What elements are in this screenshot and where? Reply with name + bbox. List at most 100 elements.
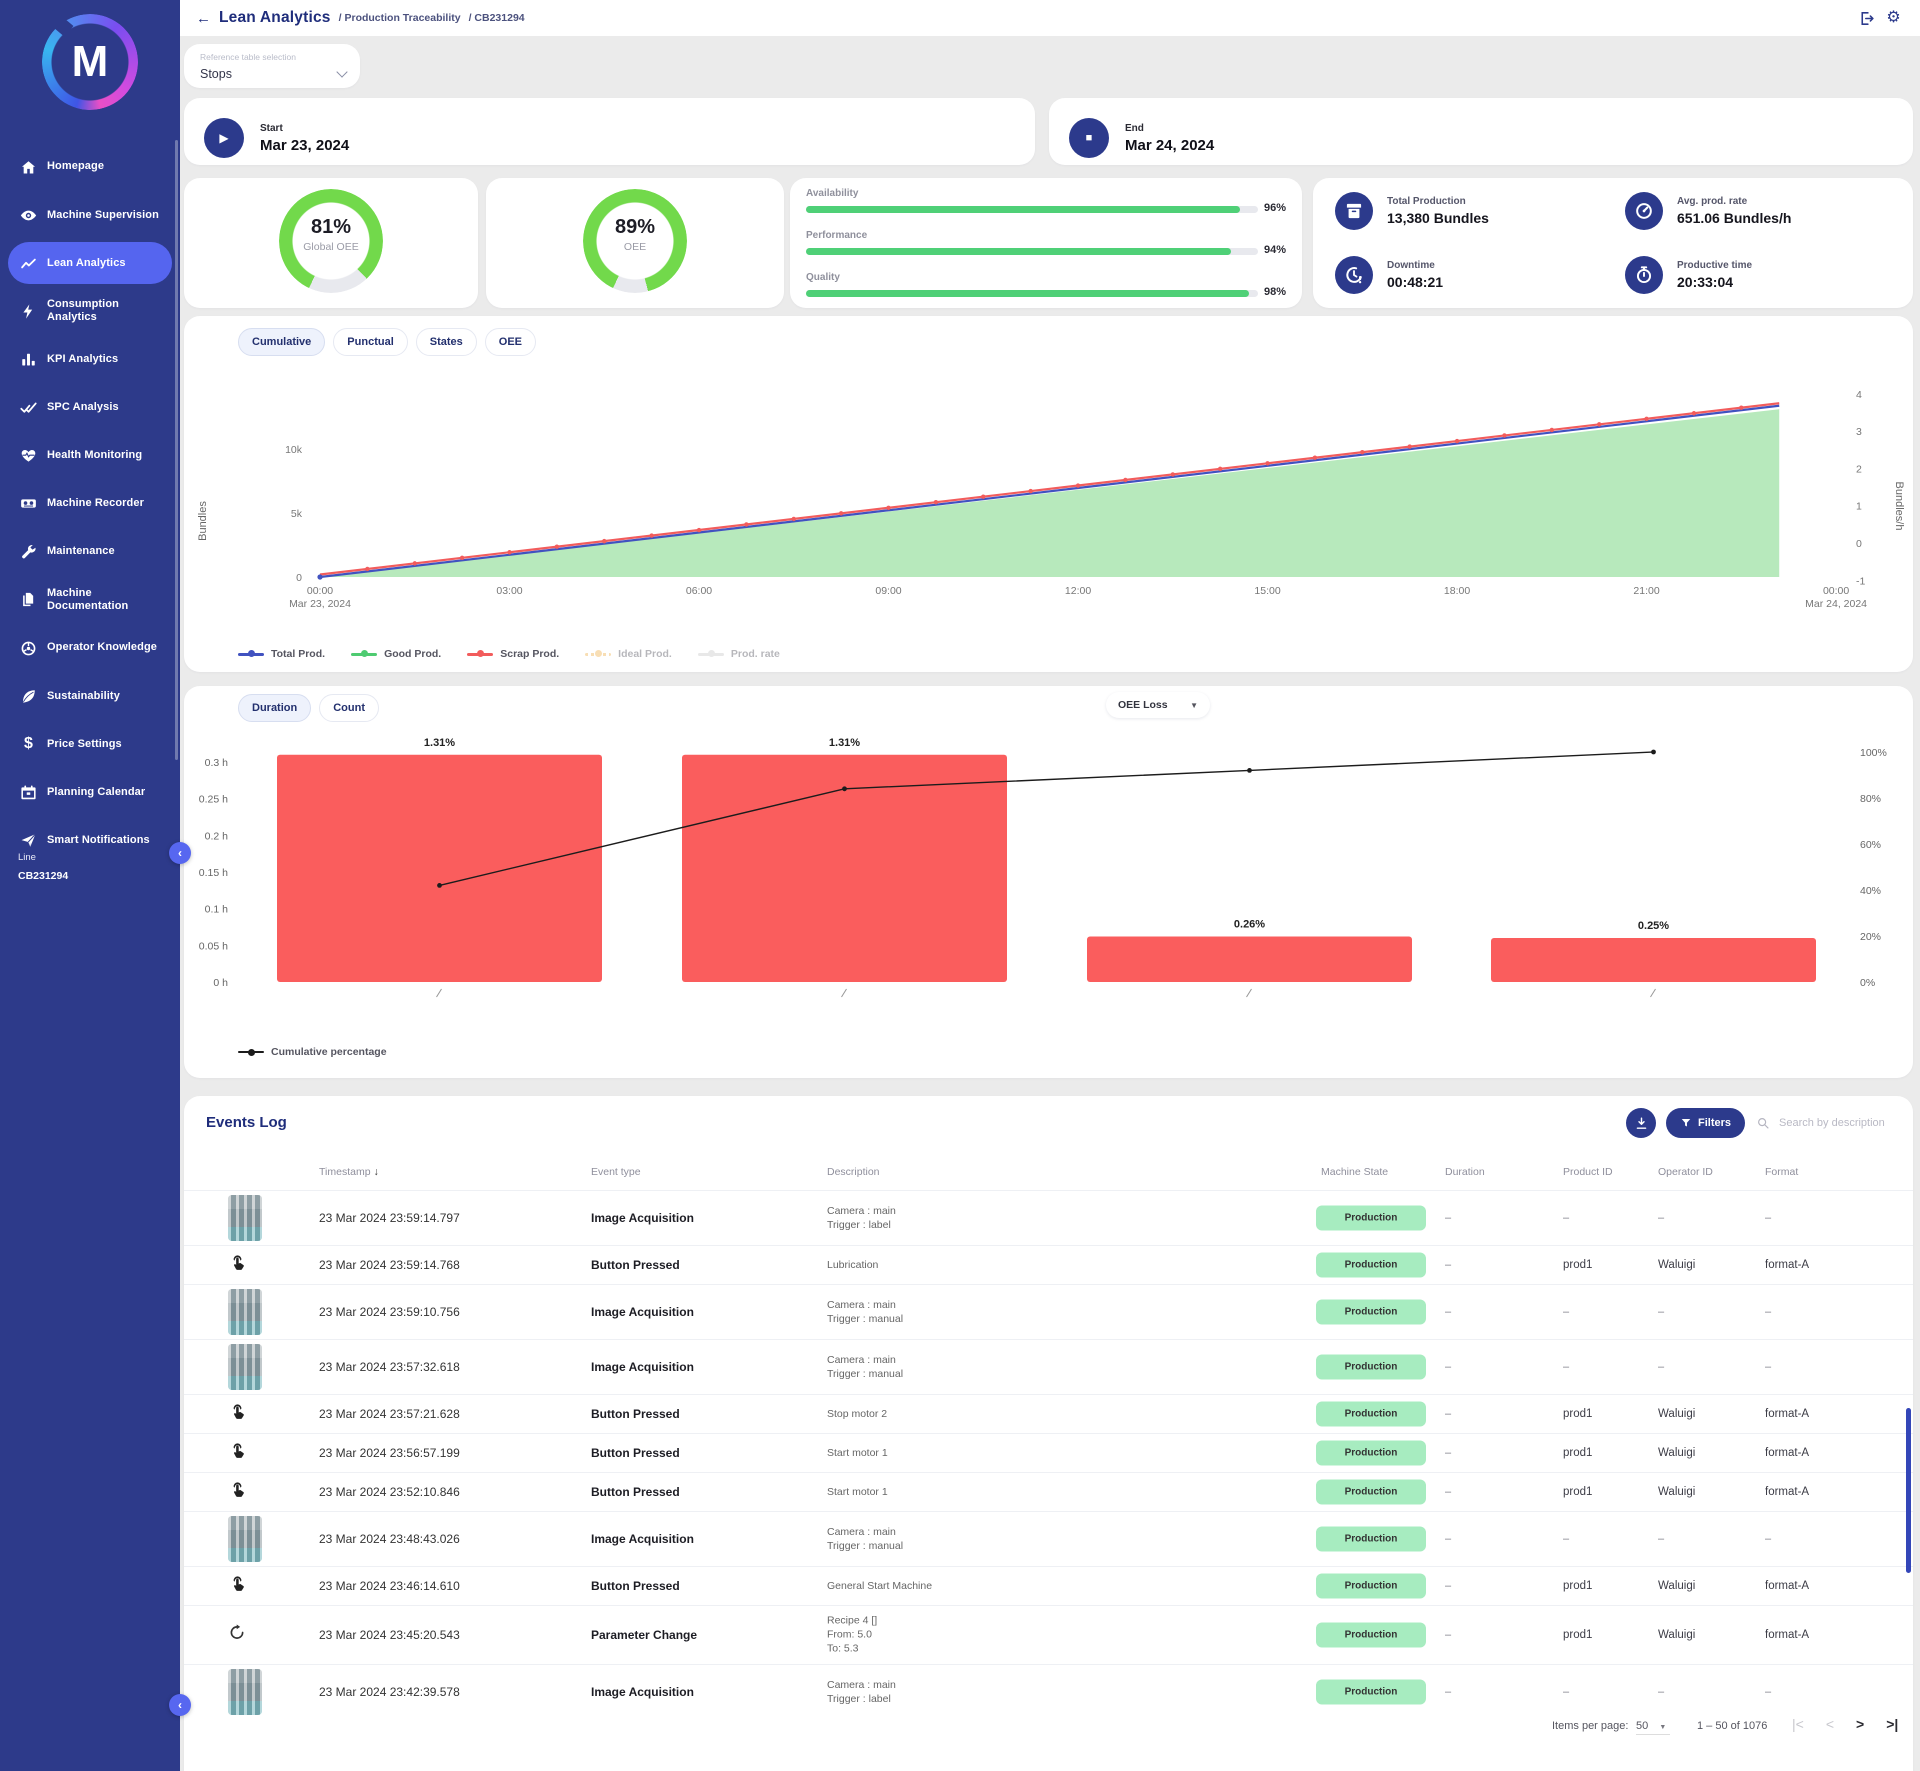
column-header-operator-id[interactable]: Operator ID [1658,1166,1713,1178]
production-tab-oee[interactable]: OEE [484,328,537,356]
legend-scrap-prod-[interactable]: Scrap Prod. [467,648,559,660]
reference-table-select[interactable]: Reference table selection Stops [184,44,360,88]
gauge-text: 81% Global OEE [279,216,383,253]
search-input[interactable] [1777,1116,1920,1130]
snapshot-thumbnail[interactable] [228,1344,262,1390]
table-row[interactable]: 23 Mar 2024 23:48:43.026 Image Acquisitio… [184,1511,1913,1566]
topbar: ← Lean Analytics / Production Traceabili… [180,0,1920,36]
items-per-page-caret-icon: ▼ [1659,1724,1667,1731]
sidebar-item-spc-analysis[interactable]: SPC Analysis [8,387,172,429]
column-header-event-type[interactable]: Event type [591,1166,641,1178]
table-row[interactable]: 23 Mar 2024 23:57:21.628 Button Pressed St… [184,1394,1913,1433]
table-row[interactable]: 23 Mar 2024 23:46:14.610 Button Pressed Ge… [184,1566,1913,1605]
download-button[interactable] [1626,1108,1656,1138]
production-tab-cumulative[interactable]: Cumulative [238,328,326,356]
table-row[interactable]: 23 Mar 2024 23:59:14.768 Button Pressed Lu… [184,1245,1913,1284]
svg-text:0.26%: 0.26% [1234,919,1265,931]
cell-description: Camera : main Trigger : label [827,1678,896,1705]
table-row[interactable]: 23 Mar 2024 23:59:10.756 Image Acquisitio… [184,1284,1913,1339]
filters-button[interactable]: Filters [1666,1108,1746,1138]
back-button[interactable]: ← [196,9,211,27]
production-tab-states[interactable]: States [415,328,477,356]
legend-cumulative-percentage[interactable]: Cumulative percentage [238,1046,387,1058]
line-block: Line CB231294 [18,852,68,882]
button-pressed-cell [228,1441,247,1465]
column-header-machine-state[interactable]: Machine State [1321,1166,1389,1178]
table-row[interactable]: 23 Mar 2024 23:59:14.797 Image Acquisitio… [184,1190,1913,1245]
table-row[interactable]: 23 Mar 2024 23:45:20.543 Parameter Change… [184,1605,1913,1664]
items-per-page-value: 50 [1636,1720,1649,1732]
sidebar-item-machine-documentation[interactable]: Machine Documentation [8,579,172,621]
cell-format: – [1765,1361,1772,1373]
cell-product-id: – [1563,1686,1570,1698]
table-row[interactable]: 23 Mar 2024 23:56:57.199 Button Pressed St… [184,1433,1913,1472]
breadcrumb-section[interactable]: / Production Traceability [338,12,461,24]
legend-ideal-prod-[interactable]: Ideal Prod. [585,648,672,660]
legend-prod-rate[interactable]: Prod. rate [697,648,780,660]
recorder-icon [20,495,37,512]
legend-good-prod-[interactable]: Good Prod. [351,648,441,660]
sidebar-item-planning-calendar[interactable]: Planning Calendar [8,771,172,813]
sidebar-item-operator-knowledge[interactable]: Operator Knowledge [8,627,172,669]
sidebar-item-machine-recorder[interactable]: Machine Recorder [8,483,172,525]
next-page-button[interactable]: > [1856,1716,1865,1732]
column-header-format[interactable]: Format [1765,1166,1799,1178]
sidebar-item-lean-analytics[interactable]: Lean Analytics [8,242,172,285]
sidebar-item-label: Sustainability [47,689,120,702]
sidebar-item-kpi-analytics[interactable]: KPI Analytics [8,338,172,380]
s极idebar-collapse-button[interactable]: ‹ [169,842,191,864]
svg-text:20%: 20% [1860,931,1881,943]
pareto-tab-count[interactable]: Count [319,694,379,722]
sort-desc-icon[interactable]: ↓ [370,1166,379,1178]
sidebar-item-smart-notifications[interactable]: Smart Notifications [8,819,172,861]
sidebar-item-homepage[interactable]: Homepage [8,146,172,188]
logout-icon[interactable] [1858,10,1875,27]
pareto-tab-duration[interactable]: Duration [238,694,312,722]
prev-page-button[interactable]: < [1825,1716,1834,1732]
documents-icon [20,591,37,608]
end-date-card[interactable]: ■ End Mar 24, 2024 [1049,98,1913,165]
first-page-button[interactable]: |< [1792,1716,1804,1732]
items-per-page-select[interactable]: 50 ▼ [1636,1720,1671,1735]
sidebar-item-consumption-analytics[interactable]: Consumption Analytics [8,290,172,332]
snapshot-thumbnail[interactable] [228,1669,262,1715]
snapshot-thumbnail[interactable] [228,1516,262,1562]
table-row[interactable]: 23 Mar 2024 23:57:32.618 Image Acquisitio… [184,1339,1913,1394]
column-header-product-id[interactable]: Product ID [1563,1166,1613,1178]
production-chart-card: Cumulative Punctual States OEE 0 5k 10k Bundle… [184,316,1913,672]
start-date-card[interactable]: ▶ Start Mar 23, 2024 [184,98,1035,165]
cell-product-id: prod1 [1563,1447,1593,1459]
svg-text:0.25 h: 0.25 h [199,794,228,806]
snapshot-thumbnail[interactable] [228,1195,262,1241]
table-row[interactable]: 23 Mar 2024 23:42:39.578 Image Acquisitio… [184,1664,1913,1719]
events-scrollbar[interactable] [1906,1408,1911,1573]
svg-text:0.25%: 0.25% [1638,920,1669,932]
breadcrumb-machine[interactable]: / CB231294 [468,12,525,24]
sidebar-item-maintenance[interactable]: Maintenance [8,531,172,573]
oee-loss-dropdown[interactable]: OEE Loss ▼ [1106,692,1210,718]
sidebar-collapse-button-2[interactable]: ‹ [169,1694,191,1716]
svg-text:0: 0 [1856,538,1862,550]
legend-total-prod-[interactable]: Total Prod. [238,648,325,660]
table-row[interactable]: 23 Mar 2024 23:52:10.846 Button Pressed St… [184,1472,1913,1511]
sidebar-item-sustainability[interactable]: Sustainability [8,675,172,717]
production-tab-punctual[interactable]: Punctual [333,328,408,356]
last-page-button[interactable]: >| [1886,1716,1899,1732]
cell-event-type: Parameter Change [591,1628,698,1642]
cell-duration: – [1445,1447,1452,1459]
sidebar-item-machine-supervision[interactable]: Machine Supervision [8,194,172,236]
oee-loss-pareto-chart[interactable]: 0 h 0.05 h 0.1 h 0.15 h 0.2 h 0.25 h 0.3 h 0% 20… [184,686,1913,1036]
bar-chart-icon [20,351,37,368]
snapshot-thumbnail[interactable] [228,1289,262,1335]
column-header-duration[interactable]: Duration [1445,1166,1485,1178]
column-header-timestamp[interactable]: Timestamp ↓ [319,1166,379,1178]
cell-product-id: prod1 [1563,1408,1593,1420]
cell-operator-id: Waluigi [1658,1408,1696,1420]
column-header-description[interactable]: Description [827,1166,880,1178]
sidebar-item-health-monitoring[interactable]: Health Monitoring [8,435,172,477]
gear-icon[interactable]: ⚙ [1886,9,1901,26]
sidebar-item-price-settings[interactable]: $ Price Settings [8,723,172,765]
cell-description: General Start Machine [827,1579,933,1592]
sidebar-scrollbar[interactable] [175,140,178,760]
